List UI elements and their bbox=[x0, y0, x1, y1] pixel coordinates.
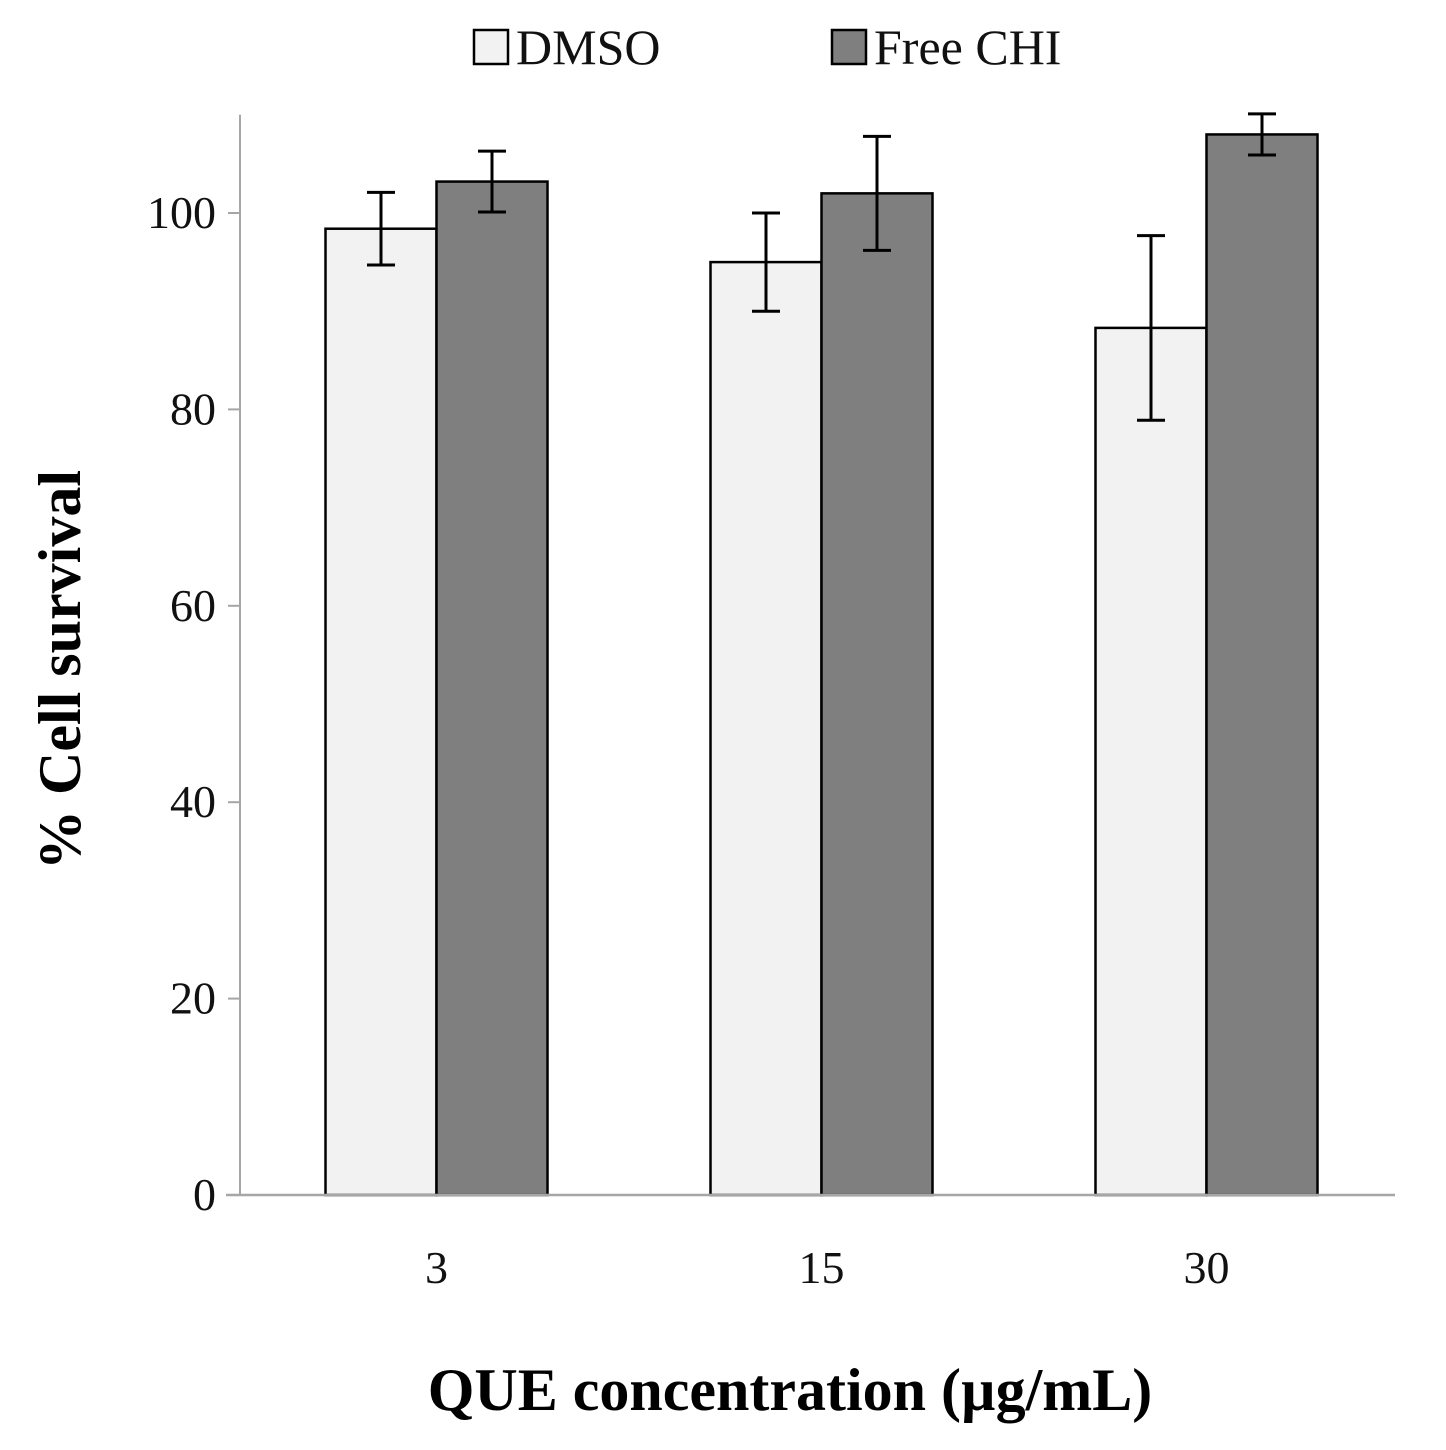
x-tick-label: 15 bbox=[799, 1242, 845, 1293]
bar-free-chi-30 bbox=[1205, 133, 1319, 1197]
bars bbox=[324, 133, 1319, 1197]
bar-dmso-15 bbox=[709, 260, 823, 1197]
x-tick-label: 30 bbox=[1184, 1242, 1230, 1293]
bar-free-chi-3 bbox=[435, 180, 549, 1197]
legend-label: Free CHI bbox=[874, 19, 1061, 75]
legend-item-free-chi: Free CHI bbox=[830, 19, 1061, 75]
bar-dmso-3 bbox=[324, 227, 438, 1197]
error-bar-free-chi-3 bbox=[478, 149, 506, 214]
legend-swatch bbox=[830, 28, 868, 66]
bar-free-chi-15 bbox=[820, 192, 934, 1197]
error-bar-free-chi-30 bbox=[1248, 112, 1276, 157]
x-tick-label: 3 bbox=[425, 1242, 448, 1293]
legend-label: DMSO bbox=[516, 19, 660, 75]
y-tick-label: 100 bbox=[147, 187, 216, 238]
x-axis-title: QUE concentration (µg/mL) bbox=[428, 1357, 1152, 1423]
bar-dmso-30 bbox=[1094, 326, 1208, 1197]
legend-item-dmso: DMSO bbox=[472, 19, 660, 75]
y-tick-label: 80 bbox=[170, 383, 216, 434]
y-tick-label: 0 bbox=[193, 1169, 216, 1220]
y-axis: 0 20 40 60 80 100 bbox=[147, 114, 241, 1220]
legend-swatch bbox=[472, 28, 510, 66]
error-bar-free-chi-15 bbox=[863, 134, 891, 252]
legend: DMSO Free CHI bbox=[472, 19, 1061, 75]
error-bar-dmso-3 bbox=[367, 190, 395, 267]
error-bars bbox=[367, 112, 1276, 422]
y-tick-label: 60 bbox=[170, 580, 216, 631]
x-axis: 3 15 30 bbox=[226, 1193, 1395, 1293]
error-bar-dmso-15 bbox=[752, 211, 780, 313]
y-axis-title: % Cell survival bbox=[27, 470, 93, 870]
y-tick-label: 20 bbox=[170, 973, 216, 1024]
y-tick-label: 40 bbox=[170, 776, 216, 827]
error-bar-dmso-30 bbox=[1137, 234, 1165, 422]
